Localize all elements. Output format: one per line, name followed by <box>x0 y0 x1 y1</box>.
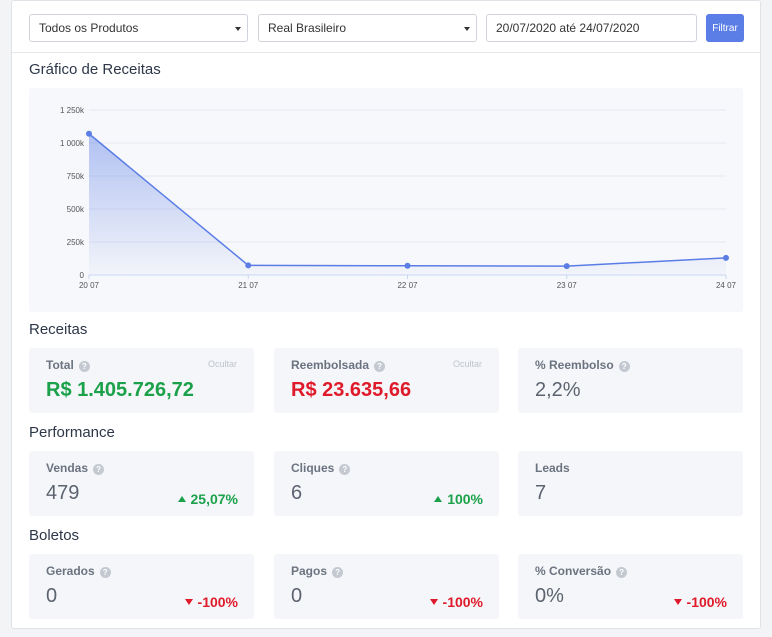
delta-badge: -100% <box>184 594 238 610</box>
card-leads: Leads 7 <box>518 451 743 516</box>
caret-down-icon <box>464 27 470 31</box>
arrow-up-icon <box>434 496 443 502</box>
card-label: Pagos? <box>291 564 344 578</box>
arrow-down-icon <box>429 599 438 605</box>
card-sales: Vendas? 479 25,07% <box>29 451 254 516</box>
card-refunded-revenue: Reembolsada? Ocultar R$ 23.635,66 <box>274 348 499 413</box>
card-refund-percent: % Reembolso? 2,2% <box>518 348 743 413</box>
card-total-revenue: Total? Ocultar R$ 1.405.726,72 <box>29 348 254 413</box>
card-boletos-conversion: % Conversão? 0% -100% <box>518 554 743 619</box>
card-label: Vendas? <box>46 461 105 475</box>
revenue-chart: 0 250k 500k 750k 1 000k 1 250k 20 07 21 07 22 07… <box>29 88 743 312</box>
card-label: % Conversão? <box>535 564 628 578</box>
card-value: 0 <box>46 585 58 607</box>
help-icon[interactable]: ? <box>339 464 351 475</box>
delta-badge: -100% <box>429 594 483 610</box>
card-label: % Reembolso? <box>535 358 630 372</box>
x-tick-label: 21 07 <box>238 281 259 290</box>
card-boletos-paid: Pagos? 0 -100% <box>274 554 499 619</box>
hide-toggle[interactable]: Ocultar <box>452 359 482 369</box>
revenue-chart-svg: 0 250k 500k 750k 1 000k 1 250k 20 07 21 07 22 07… <box>60 106 737 290</box>
arrow-down-icon <box>184 599 193 605</box>
currency-select-value: Real Brasileiro <box>268 21 347 35</box>
card-label: Total? <box>46 358 90 372</box>
y-tick-label: 0 <box>80 271 85 280</box>
product-select[interactable]: Todos os Produtos <box>29 14 248 42</box>
card-label: Reembolsada? <box>291 358 386 372</box>
card-value: 7 <box>535 482 547 504</box>
card-value: R$ 1.405.726,72 <box>46 379 194 401</box>
card-clicks: Cliques? 6 100% <box>274 451 499 516</box>
delta-badge: 100% <box>434 491 483 507</box>
y-tick-label: 1 000k <box>60 139 85 148</box>
data-point <box>86 130 92 137</box>
performance-section-title: Performance <box>29 424 115 441</box>
y-tick-label: 750k <box>67 172 85 181</box>
currency-select[interactable]: Real Brasileiro <box>258 14 477 42</box>
data-point <box>245 262 252 269</box>
data-point <box>404 262 411 269</box>
help-icon[interactable]: ? <box>374 361 386 372</box>
card-value: R$ 23.635,66 <box>291 379 412 401</box>
help-icon[interactable]: ? <box>616 567 628 578</box>
help-icon[interactable]: ? <box>332 567 344 578</box>
filter-bar: Todos os Produtos Real Brasileiro 20/07/… <box>12 1 760 53</box>
chart-section-title: Gráfico de Receitas <box>29 61 161 78</box>
data-point <box>563 263 570 270</box>
help-icon[interactable]: ? <box>618 361 630 372</box>
card-value: 2,2% <box>535 379 581 401</box>
x-tick-label: 24 07 <box>716 281 737 290</box>
dashboard-panel: Todos os Produtos Real Brasileiro 20/07/… <box>11 0 761 629</box>
date-range-value: 20/07/2020 até 24/07/2020 <box>496 21 640 35</box>
card-value: 6 <box>291 482 303 504</box>
help-icon[interactable]: ? <box>78 361 90 372</box>
card-boletos-generated: Gerados? 0 -100% <box>29 554 254 619</box>
card-value: 0% <box>535 585 564 607</box>
delta-badge: -100% <box>673 594 727 610</box>
delta-badge: 25,07% <box>177 491 238 507</box>
x-tick-label: 20 07 <box>79 281 100 290</box>
receitas-section-title: Receitas <box>29 321 88 338</box>
y-tick-label: 250k <box>67 238 85 247</box>
filter-button[interactable]: Filtrar <box>706 14 744 42</box>
x-tick-label: 22 07 <box>397 281 418 290</box>
date-range-input[interactable]: 20/07/2020 até 24/07/2020 <box>486 14 697 42</box>
data-point <box>723 254 729 261</box>
card-label: Cliques? <box>291 461 351 475</box>
hide-toggle[interactable]: Ocultar <box>207 359 237 369</box>
y-tick-label: 500k <box>67 205 85 214</box>
boletos-section-title: Boletos <box>29 527 80 544</box>
help-icon[interactable]: ? <box>99 567 111 578</box>
revenue-area <box>89 133 726 275</box>
y-tick-label: 1 250k <box>60 106 85 115</box>
help-icon[interactable]: ? <box>93 464 105 475</box>
caret-down-icon <box>235 27 241 31</box>
card-label: Gerados? <box>46 564 111 578</box>
card-value: 479 <box>46 482 80 504</box>
arrow-up-icon <box>177 496 186 502</box>
card-value: 0 <box>291 585 303 607</box>
card-label: Leads <box>535 461 570 475</box>
arrow-down-icon <box>673 599 682 605</box>
x-tick-label: 23 07 <box>557 281 578 290</box>
product-select-value: Todos os Produtos <box>39 21 139 35</box>
